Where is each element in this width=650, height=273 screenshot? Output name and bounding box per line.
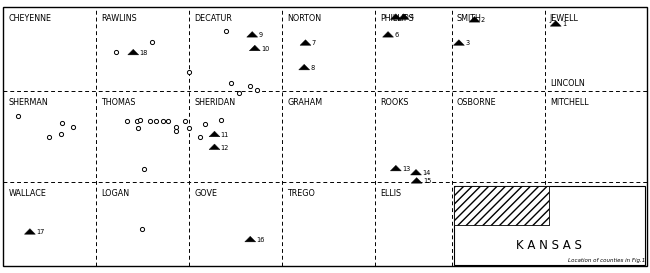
Text: SHERIDAN: SHERIDAN bbox=[194, 98, 235, 107]
Text: 3: 3 bbox=[465, 40, 469, 46]
Text: 18: 18 bbox=[140, 50, 148, 56]
Text: 4: 4 bbox=[410, 14, 414, 20]
Text: 9: 9 bbox=[259, 32, 263, 38]
Text: ELLIS: ELLIS bbox=[380, 189, 402, 198]
Text: 6: 6 bbox=[395, 32, 398, 38]
Polygon shape bbox=[411, 178, 422, 183]
Polygon shape bbox=[411, 170, 421, 175]
Polygon shape bbox=[245, 236, 255, 242]
Text: 5: 5 bbox=[402, 14, 406, 20]
Text: 13: 13 bbox=[402, 166, 410, 172]
Text: 11: 11 bbox=[221, 132, 229, 138]
Text: K A N S A S: K A N S A S bbox=[516, 239, 582, 252]
Text: PHILLIPS: PHILLIPS bbox=[380, 14, 414, 23]
Polygon shape bbox=[391, 165, 401, 171]
Text: WALLACE: WALLACE bbox=[8, 189, 46, 198]
Polygon shape bbox=[128, 49, 138, 55]
Polygon shape bbox=[299, 64, 309, 70]
Text: CHEYENNE: CHEYENNE bbox=[8, 14, 51, 23]
Polygon shape bbox=[247, 32, 257, 37]
Text: 16: 16 bbox=[257, 237, 265, 243]
Polygon shape bbox=[250, 45, 260, 51]
Text: 14: 14 bbox=[422, 170, 430, 176]
Text: JEWELL: JEWELL bbox=[550, 14, 578, 23]
Text: OSBORNE: OSBORNE bbox=[457, 98, 497, 107]
Text: LOGAN: LOGAN bbox=[101, 189, 129, 198]
Text: 15: 15 bbox=[423, 178, 431, 184]
Polygon shape bbox=[383, 32, 393, 37]
Text: MITCHELL: MITCHELL bbox=[550, 98, 588, 107]
Polygon shape bbox=[300, 40, 311, 45]
Text: RAWLINS: RAWLINS bbox=[101, 14, 137, 23]
Text: 8: 8 bbox=[311, 65, 315, 71]
Polygon shape bbox=[391, 14, 401, 19]
Text: Location of counties in Fig.1: Location of counties in Fig.1 bbox=[567, 259, 645, 263]
Bar bbox=[454, 186, 645, 265]
Polygon shape bbox=[454, 40, 464, 45]
Text: GOVE: GOVE bbox=[194, 189, 217, 198]
Text: THOMAS: THOMAS bbox=[101, 98, 136, 107]
Text: ROOKS: ROOKS bbox=[380, 98, 409, 107]
Bar bbox=[454, 186, 549, 225]
Polygon shape bbox=[209, 144, 220, 150]
Text: 1: 1 bbox=[562, 21, 566, 27]
Text: TREGO: TREGO bbox=[287, 189, 315, 198]
Text: SMITH: SMITH bbox=[457, 14, 482, 23]
Text: SHERMAN: SHERMAN bbox=[8, 98, 48, 107]
Polygon shape bbox=[469, 17, 480, 22]
Text: 10: 10 bbox=[261, 46, 269, 52]
Polygon shape bbox=[551, 21, 561, 26]
Text: 2: 2 bbox=[481, 17, 485, 23]
Text: 12: 12 bbox=[221, 145, 229, 151]
Text: GRAHAM: GRAHAM bbox=[287, 98, 322, 107]
Polygon shape bbox=[209, 131, 220, 137]
Text: 17: 17 bbox=[36, 229, 44, 235]
Polygon shape bbox=[398, 14, 409, 19]
Text: 7: 7 bbox=[312, 40, 316, 46]
Text: LINCOLN: LINCOLN bbox=[550, 79, 584, 88]
Text: DECATUR: DECATUR bbox=[194, 14, 232, 23]
Polygon shape bbox=[25, 229, 35, 234]
Text: NORTON: NORTON bbox=[287, 14, 321, 23]
